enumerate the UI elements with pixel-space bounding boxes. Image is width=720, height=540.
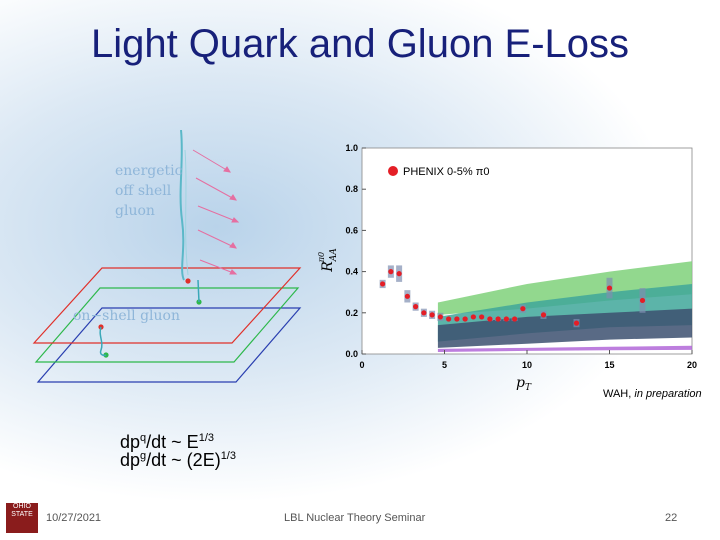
- data-point: [462, 316, 468, 322]
- data-point: [503, 316, 509, 322]
- data-point: [454, 316, 460, 322]
- data-point: [606, 285, 613, 291]
- legend-label: PHENIX 0-5% π0: [403, 166, 489, 178]
- data-point: [404, 293, 410, 299]
- offshell-gluon-line-2: [184, 149, 189, 276]
- slide-title: Light Quark and Gluon E-Loss: [90, 22, 630, 66]
- y-axis-label: RAAπ0: [317, 248, 339, 273]
- data-points: [379, 265, 646, 328]
- university-logo: OHIO STATE: [6, 503, 38, 533]
- offshell-label-2: off shell: [115, 183, 172, 199]
- data-point: [639, 297, 646, 304]
- x-tick-label: 10: [522, 360, 532, 370]
- data-point: [396, 271, 402, 277]
- footer-seminar: LBL Nuclear Theory Seminar: [284, 512, 426, 524]
- data-point: [421, 310, 427, 316]
- green-dot-2: [103, 352, 109, 358]
- data-point: [470, 314, 476, 320]
- green-plane: [34, 287, 300, 363]
- data-point: [437, 314, 443, 320]
- theory-bands: [437, 261, 692, 352]
- data-point: [429, 312, 435, 318]
- onshell-label: on−shell gluon: [73, 308, 180, 324]
- data-point: [446, 316, 452, 322]
- radiation-arrows: [192, 149, 240, 275]
- offshell-gluon-line: [179, 130, 185, 281]
- y-tick-label: 1.0: [345, 143, 358, 153]
- theory-band-2: [437, 308, 692, 348]
- theory-band-0: [437, 261, 692, 315]
- raa-chart: 0 5 10 15 20 0.0 0.2 0.4 0.6 0.8 1.0 PHENIX 0-5% π…: [317, 143, 697, 393]
- data-point: [540, 312, 547, 318]
- red-dot-2: [98, 324, 104, 330]
- red-dot: [185, 278, 191, 284]
- axis-ticks: 0 5 10 15 20 0.0 0.2 0.4 0.6 0.8 1.0: [345, 143, 697, 370]
- y-tick-label: 0.0: [345, 349, 358, 359]
- data-point: [512, 316, 518, 322]
- y-tick-label: 0.4: [345, 267, 358, 277]
- red-plane: [32, 267, 302, 344]
- data-point: [520, 306, 526, 312]
- footer-date: 10/27/2021: [46, 512, 102, 524]
- gluon-diagram: energetic off shell gluon on−shell gluon: [32, 130, 302, 383]
- offshell-label-3: gluon: [115, 203, 155, 219]
- x-tick-label: 15: [604, 360, 614, 370]
- data-point: [495, 316, 501, 322]
- data-point: [388, 269, 394, 275]
- y-tick-label: 0.2: [345, 308, 358, 318]
- footer-page-number: 22: [665, 512, 678, 524]
- data-point: [380, 281, 386, 287]
- data-point: [479, 314, 485, 320]
- onshell-gluon-line: [99, 326, 107, 357]
- legend-marker: [388, 166, 398, 176]
- gluon-formula: dpg/dt ~ (2E)1/3: [120, 450, 236, 470]
- quark-formula: dpq/dt ~ E1/3: [120, 432, 214, 452]
- x-tick-label: 20: [687, 360, 697, 370]
- theory-band-3: [437, 345, 692, 352]
- offshell-label-1: energetic: [115, 163, 183, 179]
- y-tick-label: 0.8: [345, 184, 358, 194]
- credit-note: WAH, in preparation: [603, 388, 702, 400]
- y-tick-label: 0.6: [345, 225, 358, 235]
- x-tick-label: 5: [442, 360, 447, 370]
- x-axis-label: pT: [516, 375, 532, 393]
- data-point: [413, 304, 419, 310]
- data-point: [573, 320, 580, 326]
- x-tick-label: 0: [359, 360, 364, 370]
- blue-plane: [36, 307, 302, 383]
- data-point: [487, 316, 493, 322]
